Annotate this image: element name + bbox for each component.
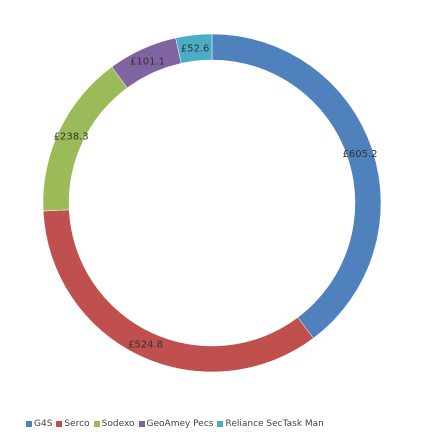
slice-value-label-geoamey-pecs: £101.1 (130, 56, 165, 67)
slice-value-label-serco: £524.8 (128, 340, 163, 351)
donut-value-labels: £605.2 £524.8 £238.3 £101.1 £52.6 (54, 43, 378, 350)
slice-reliance-sectask-man (175, 33, 213, 64)
legend-item-g4s: G4S (26, 419, 52, 429)
legend-label: Serco (64, 419, 90, 429)
legend-item-serco: Serco (56, 419, 90, 429)
legend-swatch-icon (26, 421, 32, 427)
legend-item-reliance-sectask-man: Reliance SecTask Man (217, 419, 324, 429)
legend-label: GeoAmey Pecs (146, 419, 214, 429)
slice-value-label-g4s: £605.2 (343, 149, 378, 160)
slice-serco (42, 209, 314, 373)
legend-item-geoamey-pecs: GeoAmey Pecs (138, 419, 214, 429)
legend-label: Sodexo (101, 419, 135, 429)
slice-value-label-reliance-sectask-man: £52.6 (181, 43, 210, 54)
legend-swatch-icon (217, 421, 224, 427)
chart-legend: G4S Serco Sodexo GeoAmey Pecs Reliance SecTa… (26, 419, 328, 429)
legend-swatch-icon (138, 421, 145, 427)
legend-item-sodexo: Sodexo (93, 419, 135, 429)
donut-slices (42, 33, 382, 373)
legend-swatch-icon (56, 421, 63, 427)
legend-swatch-icon (93, 421, 100, 427)
legend-label: G4S (34, 419, 53, 429)
legend-label: Reliance SecTask Man (225, 419, 324, 429)
slice-g4s (211, 33, 382, 339)
slice-value-label-sodexo: £238.3 (54, 131, 89, 142)
